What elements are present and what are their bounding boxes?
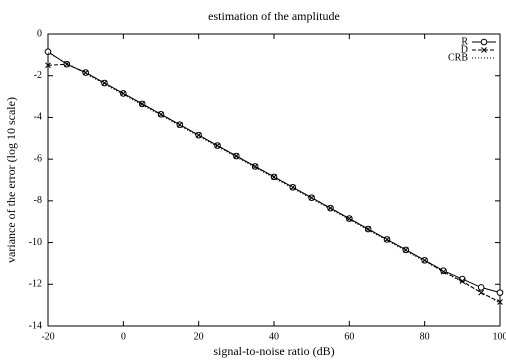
legend-label: D bbox=[461, 44, 468, 55]
x-tick-label: -20 bbox=[41, 331, 54, 342]
x-tick-label: 80 bbox=[420, 331, 430, 342]
marker bbox=[459, 278, 466, 285]
marker bbox=[252, 163, 259, 170]
marker bbox=[481, 47, 487, 53]
marker bbox=[82, 69, 89, 76]
series-line bbox=[47, 52, 501, 304]
x-tick-label: 100 bbox=[493, 331, 506, 342]
marker bbox=[158, 111, 164, 118]
marker bbox=[289, 184, 296, 191]
marker bbox=[477, 284, 485, 291]
y-tick-label: -4 bbox=[34, 112, 42, 123]
y-tick-label: -8 bbox=[34, 195, 42, 206]
y-tick-label: -14 bbox=[29, 320, 42, 331]
marker bbox=[271, 174, 277, 180]
marker bbox=[139, 101, 146, 107]
x-tick-label: 20 bbox=[194, 331, 204, 342]
legend-label: CRB bbox=[448, 52, 468, 63]
legend-label: R bbox=[461, 36, 468, 47]
marker bbox=[176, 121, 183, 128]
marker bbox=[45, 62, 51, 69]
y-tick-label: -12 bbox=[29, 279, 42, 290]
marker bbox=[346, 215, 353, 222]
y-tick-label: -6 bbox=[34, 153, 42, 164]
marker bbox=[480, 38, 488, 46]
x-tick-label: 60 bbox=[344, 331, 354, 342]
marker bbox=[402, 247, 409, 253]
y-tick-label: 0 bbox=[37, 28, 42, 39]
y-tick-label: -2 bbox=[34, 70, 42, 81]
x-tick-label: 40 bbox=[269, 331, 279, 342]
marker bbox=[440, 268, 447, 275]
marker bbox=[496, 289, 504, 296]
marker bbox=[63, 61, 70, 68]
marker bbox=[384, 236, 390, 243]
marker bbox=[44, 48, 52, 56]
x-tick-label: 0 bbox=[121, 331, 126, 342]
chart-title: estimation of the amplitude bbox=[208, 9, 340, 23]
y-tick-label: -10 bbox=[29, 237, 42, 248]
marker bbox=[233, 153, 240, 159]
y-axis-title: variance of the error (log 10 scale) bbox=[4, 97, 18, 263]
marker bbox=[497, 299, 503, 305]
x-axis-title: signal-to-noise ratio (dB) bbox=[213, 344, 334, 358]
marker bbox=[195, 132, 202, 139]
marker bbox=[365, 226, 372, 232]
